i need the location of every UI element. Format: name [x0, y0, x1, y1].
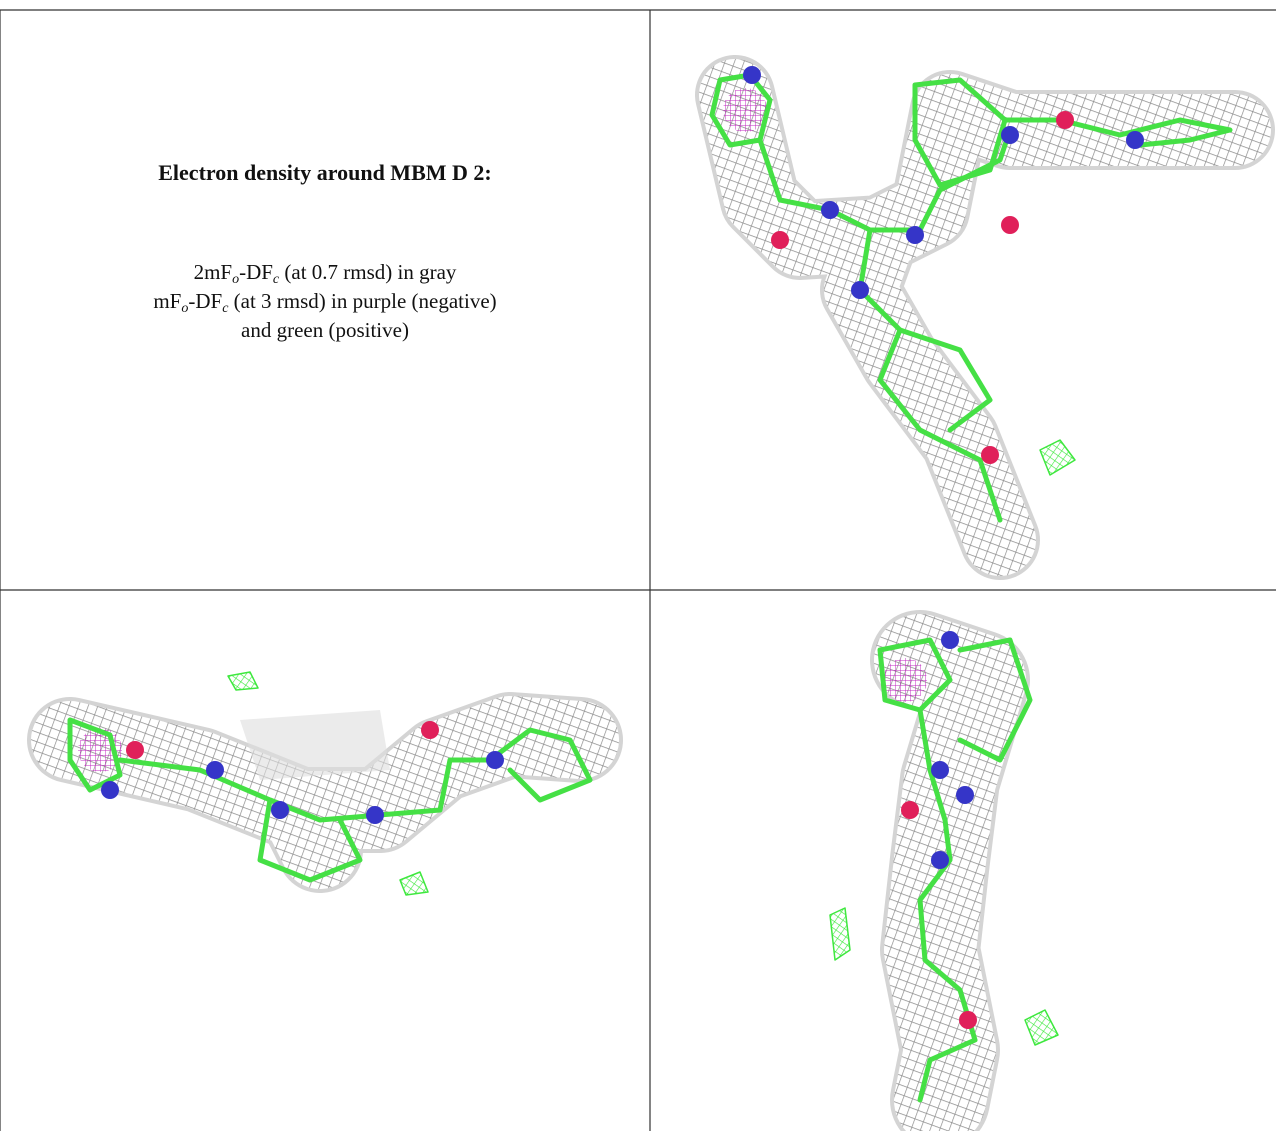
subscript: o — [181, 301, 189, 316]
legend-text: (at 3 rmsd) in purple (negative) — [228, 289, 497, 313]
caption-title: Electron density around MBM D 2: — [158, 160, 492, 185]
legend-text: 2mF — [193, 260, 233, 284]
legend: 2mFo-DFc (at 0.7 rmsd) in gray mFo-DFc (a… — [10, 258, 640, 345]
table-borders — [0, 9, 1276, 1131]
legend-line: mFo-DFc (at 3 rmsd) in purple (negative) — [10, 287, 640, 316]
legend-line: 2mFo-DFc (at 0.7 rmsd) in gray — [10, 258, 640, 287]
atoms — [743, 66, 1144, 464]
legend-text: (at 0.7 rmsd) in gray — [279, 260, 457, 284]
subscript: c — [272, 272, 280, 287]
legend-text: and green (positive) — [241, 318, 409, 342]
subscript: c — [222, 301, 229, 316]
legend-text: -DF — [188, 289, 223, 313]
legend-text: mF — [153, 289, 182, 313]
subscript: o — [232, 272, 240, 287]
legend-line: and green (positive) — [10, 316, 640, 345]
density-view-2 — [27, 671, 623, 896]
density-view-1 — [695, 55, 1275, 580]
density-view-3 — [829, 610, 1059, 1131]
legend-text: -DF — [239, 260, 273, 284]
caption: Electron density around MBM D 2: 2mFo-DF… — [10, 160, 640, 345]
